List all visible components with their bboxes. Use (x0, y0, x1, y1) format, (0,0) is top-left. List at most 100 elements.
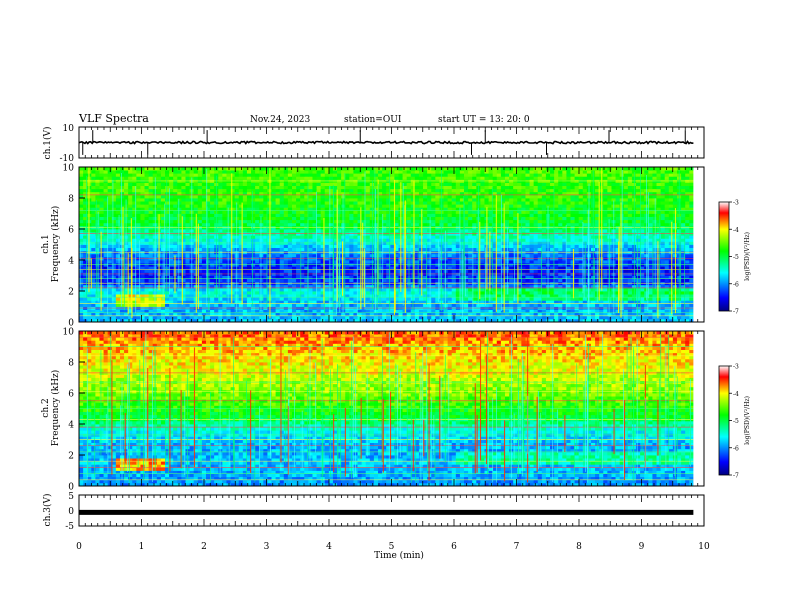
colorbar-tick-label: -7 (733, 309, 739, 316)
colorbar-tick-label: -4 (733, 391, 739, 398)
spectrogram-row (79, 334, 694, 338)
spectrogram-ytick-label: 4 (68, 421, 74, 431)
spectrogram-row (79, 362, 694, 366)
ch2-colorbar: -3 -4 -5 -6 -7 log(PSD)(V²/Hz) (718, 364, 751, 480)
time-tick-label: 4 (326, 542, 332, 552)
time-tick-label: 10 (698, 542, 710, 552)
time-tick-label: 1 (139, 542, 145, 552)
spectrogram-row (79, 473, 694, 478)
spectrogram-ytick-label: 8 (68, 195, 74, 205)
spectrogram-row (79, 198, 694, 202)
spectrogram-ytick-label: 2 (68, 288, 74, 298)
colorbar-tick-label: -5 (733, 418, 739, 425)
spectrogram-ytick-label: 4 (68, 257, 74, 267)
spectrogram-row (79, 355, 694, 360)
spectrogram-row (79, 340, 694, 344)
spectrogram-ytick-label: 2 (68, 452, 74, 462)
ch2-spectrogram-yticks: 0 2 4 6 8 10 (63, 328, 85, 493)
ch3-ytick-top: 5 (68, 492, 74, 502)
colorbar-scale (718, 365, 730, 476)
spectrogram-row (79, 343, 694, 347)
colorbar-tick-label: -6 (733, 445, 739, 452)
time-tick-label: 7 (514, 542, 520, 552)
spectrogram-ytick-label: 6 (68, 226, 74, 236)
spectrogram-row (79, 377, 694, 381)
spectrogram-row (79, 309, 694, 314)
figure-title: VLF Spectra (78, 112, 149, 125)
spectrogram-row (79, 476, 694, 481)
ch1-waveform-trace (78, 130, 694, 155)
spectrogram-row (79, 303, 694, 307)
header-date: Nov.24, 2023 (250, 115, 311, 125)
spectrogram-row (79, 451, 694, 456)
colorbar-tick-label: -3 (733, 200, 739, 207)
colorbar-label: log(PSD)(V²/Hz) (744, 396, 751, 445)
time-tick-label: 9 (639, 542, 645, 552)
spectrogram-row (79, 346, 694, 350)
spectrogram-ytick-label: 0 (68, 319, 74, 329)
spectrogram-no-data (693, 331, 704, 486)
ch3-ytick-mid: 0 (68, 507, 74, 517)
colorbar-tick-label: -4 (733, 227, 739, 234)
colorbar-tick-label: -6 (733, 281, 739, 288)
ch1-colorbar: -3 -4 -5 -6 -7 log(PSD)(V²/Hz) (718, 200, 751, 316)
ch2-spectrogram-ylabel-channel: ch.2 (41, 398, 51, 417)
ch1-ytick-top: 10 (63, 124, 75, 134)
spectrogram-row (79, 368, 694, 372)
spectrogram-row (79, 318, 694, 323)
header-station: station=OUI (344, 115, 402, 125)
ch2-spectrogram-ylabel-frequency: Frequency (kHz) (50, 370, 61, 447)
spectrogram-row (79, 170, 694, 174)
panel-ch1-spectrogram: 0 2 4 6 8 10 ch.1 Frequency (kHz) (41, 164, 705, 329)
spectrogram-row (79, 312, 694, 317)
spectrogram-ytick-label: 10 (63, 164, 75, 174)
time-tick-label: 2 (201, 542, 207, 552)
colorbar-tick-label: -7 (733, 473, 739, 480)
time-axis-label: Time (min) (374, 550, 424, 561)
spectrogram-row (79, 182, 694, 186)
ch1-waveform-line (78, 140, 694, 145)
time-axis-tick-labels: 0 1 2 3 4 5 6 7 8 9 10 (76, 542, 710, 552)
ch1-spectrogram-image (79, 167, 704, 323)
spectrogram-row (79, 349, 694, 354)
time-axis-ticks (78, 127, 705, 526)
time-tick-label: 3 (264, 542, 270, 552)
spectrogram-row (79, 194, 694, 199)
colorbar-tick-label: -5 (733, 254, 739, 261)
spectrogram-row (79, 467, 694, 471)
spectrogram-ytick-label: 0 (68, 483, 74, 493)
spectrogram-row (79, 176, 694, 180)
spectrogram-ytick-label: 10 (63, 328, 75, 338)
panel-ch2-spectrogram: 0 2 4 6 8 10 ch.2 Frequency (kHz) (41, 328, 705, 493)
ch1-spectrogram-yticks: 0 2 4 6 8 10 (63, 164, 85, 329)
spectrogram-row (79, 315, 694, 320)
spectrogram-row (79, 365, 694, 369)
spectrogram-row (79, 331, 694, 335)
spectrogram-row (79, 352, 694, 357)
spectrogram-row (79, 470, 694, 474)
spectrogram-row (79, 358, 694, 363)
colorbar-tick-label: -3 (733, 364, 739, 371)
ch3-ytick-bottom: -5 (65, 522, 74, 532)
ch3-waveform-ylabel: ch.3(V) (42, 494, 53, 527)
ch3-waveform-trace (79, 494, 694, 527)
header-start-time: start UT = 13: 20: 0 (438, 115, 530, 125)
ch2-spectrogram-image (79, 331, 704, 487)
colorbar-label: log(PSD)(V²/Hz) (744, 232, 751, 281)
spectrogram-row (79, 297, 694, 301)
spectrogram-ytick-label: 8 (68, 359, 74, 369)
spectrogram-row (79, 383, 694, 388)
time-tick-label: 0 (76, 542, 82, 552)
colorbar-scale (718, 201, 730, 312)
spectrogram-row (79, 291, 694, 295)
time-tick-label: 5 (389, 542, 395, 552)
ch1-ytick-bottom: -10 (60, 154, 75, 164)
ch1-waveform-ylabel: ch.1(V) (42, 127, 53, 160)
ch1-spectrogram-ylabel-frequency: Frequency (kHz) (50, 206, 61, 283)
ch1-spectrogram-ylabel-channel: ch.1 (41, 234, 51, 253)
time-tick-label: 8 (576, 542, 582, 552)
spectrogram-row (79, 374, 694, 378)
spectrogram-row (79, 479, 694, 484)
spectrogram-no-data (693, 167, 704, 322)
